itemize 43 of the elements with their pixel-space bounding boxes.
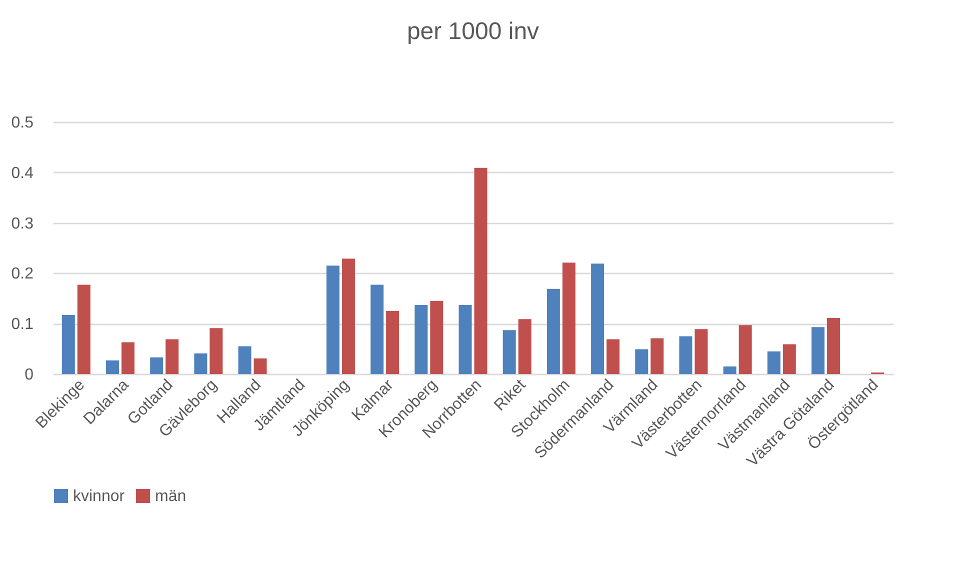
bar — [238, 346, 252, 374]
bar — [606, 339, 620, 374]
legend-label: kvinnor — [73, 488, 126, 505]
bar — [518, 319, 532, 374]
bar — [782, 344, 796, 374]
bar — [546, 288, 560, 374]
bar — [342, 258, 355, 374]
y-tick-label: 0 — [24, 366, 34, 384]
bar — [738, 325, 752, 374]
bar — [723, 366, 736, 374]
bar — [414, 304, 428, 374]
bar — [502, 330, 516, 374]
bar — [474, 168, 488, 374]
bar — [194, 353, 208, 374]
bar — [635, 349, 648, 374]
y-tick-label: 0.1 — [11, 316, 34, 334]
bar — [430, 300, 444, 374]
bar — [679, 336, 692, 374]
y-tick-label: 0.2 — [11, 266, 34, 283]
bar — [591, 264, 604, 374]
bar — [77, 284, 90, 374]
y-tick-label: 0.3 — [11, 215, 34, 232]
bar — [458, 304, 472, 374]
bar — [62, 315, 75, 374]
bar — [150, 357, 164, 374]
chart-title: per 1000 inv — [406, 18, 540, 45]
y-tick-label: 0.5 — [11, 114, 34, 132]
legend-label: män — [155, 488, 186, 505]
bar — [767, 351, 780, 374]
y-tick-label: 0.4 — [11, 164, 34, 182]
bar — [386, 311, 400, 374]
bar — [106, 360, 119, 374]
bar — [326, 266, 340, 374]
bar — [166, 339, 179, 374]
bar — [650, 338, 664, 374]
bar — [210, 328, 223, 374]
bar — [254, 358, 267, 374]
bar — [562, 262, 576, 374]
bar — [370, 284, 384, 374]
bar — [812, 327, 825, 374]
bar — [827, 318, 840, 374]
bar — [694, 329, 708, 374]
bar — [121, 342, 134, 374]
